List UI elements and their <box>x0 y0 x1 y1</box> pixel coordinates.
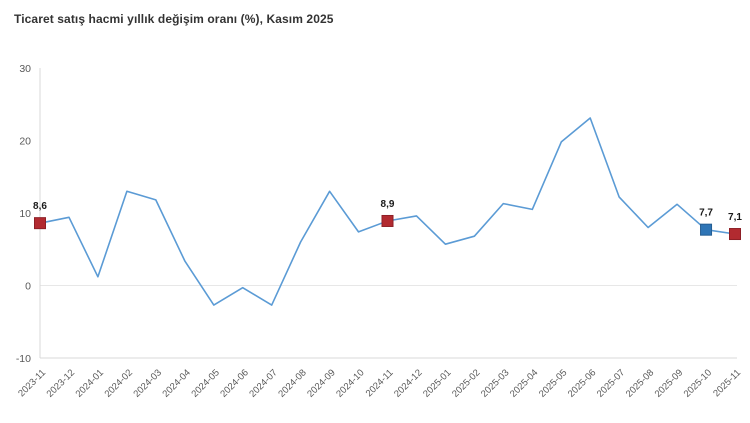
x-tick-label: 2025-07 <box>595 367 627 399</box>
x-tick-label: 2024-09 <box>305 367 337 399</box>
x-tick-label: 2024-04 <box>160 367 192 399</box>
data-label-2025-10: 7,7 <box>699 208 713 219</box>
chart-title: Ticaret satış hacmi yıllık değişim oranı… <box>14 12 334 26</box>
x-tick-label: 2023-12 <box>45 367 77 399</box>
data-label-2024-11: 8,9 <box>381 199 395 210</box>
x-tick-label: 2025-08 <box>624 367 656 399</box>
x-tick-label: 2024-08 <box>276 367 308 399</box>
x-tick-label: 2025-06 <box>566 367 598 399</box>
marker-2024-11-red-square <box>381 214 394 227</box>
x-tick-label: 2024-07 <box>247 367 279 399</box>
x-tick-label: 2025-03 <box>479 367 511 399</box>
y-tick-label: 0 <box>25 281 31 293</box>
x-tick-label: 2024-05 <box>189 367 221 399</box>
x-tick-label: 2025-09 <box>653 367 685 399</box>
x-tick-label: 2025-11 <box>711 367 743 399</box>
x-tick-label: 2024-06 <box>218 367 250 399</box>
x-tick-label: 2023-11 <box>16 367 48 399</box>
x-tick-label: 2024-02 <box>103 367 135 399</box>
x-tick-label: 2024-12 <box>392 367 424 399</box>
y-tick-label: 30 <box>19 63 31 75</box>
x-tick-label: 2025-05 <box>537 367 569 399</box>
data-label-2025-11: 7,1 <box>728 212 742 223</box>
y-tick-label: -10 <box>16 353 31 365</box>
x-tick-label: 2024-11 <box>364 367 396 399</box>
x-tick-label: 2025-04 <box>508 367 540 399</box>
x-tick-label: 2024-01 <box>74 367 106 399</box>
data-label-2023-11: 8,6 <box>33 201 47 212</box>
x-tick-label: 2025-01 <box>421 367 453 399</box>
marker-2025-10-blue-square <box>700 223 713 236</box>
y-tick-label: 10 <box>19 208 31 220</box>
marker-2025-11-red-square <box>729 228 741 241</box>
x-tick-label: 2025-02 <box>450 367 482 399</box>
x-tick-label: 2024-10 <box>334 367 366 399</box>
marker-2023-11-red-square <box>34 217 46 230</box>
y-tick-label: 20 <box>19 136 31 148</box>
x-tick-label: 2025-10 <box>682 367 714 399</box>
series-line <box>39 117 736 306</box>
x-tick-label: 2024-03 <box>132 367 164 399</box>
